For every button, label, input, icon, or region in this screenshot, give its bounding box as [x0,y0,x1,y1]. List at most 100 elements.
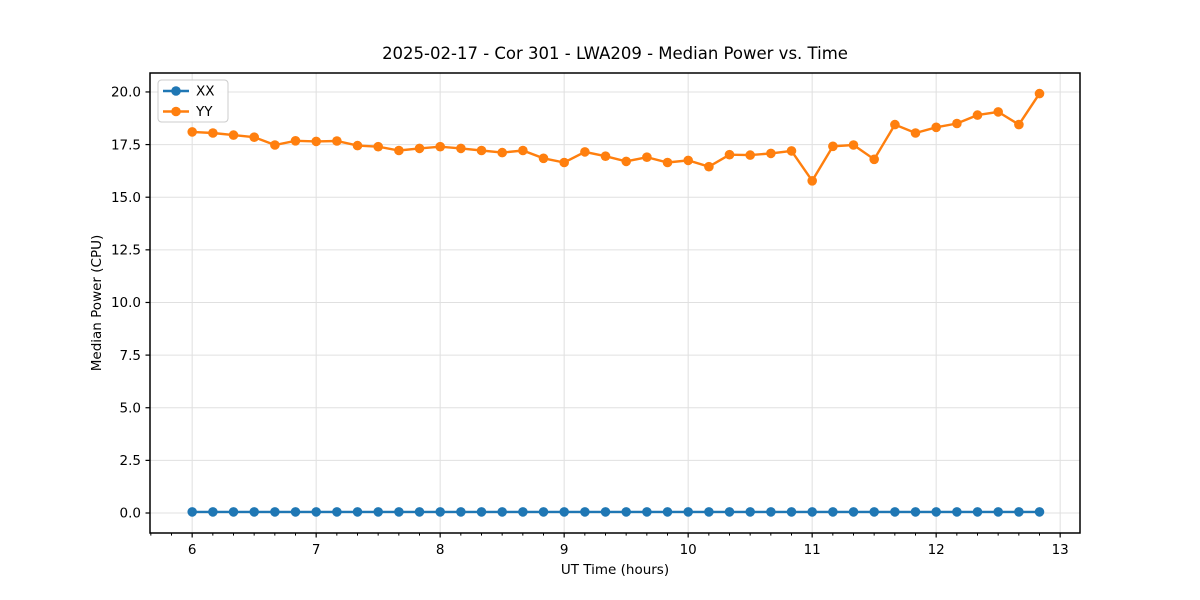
data-point-XX [208,507,218,517]
axes-and-ticks [145,72,1081,538]
y-tick-label: 2.5 [120,453,141,469]
data-point-XX [352,507,363,517]
data-point-XX [187,507,197,517]
data-point-YY [662,157,673,168]
data-point-YY [435,141,446,152]
data-point-YY [580,147,590,157]
y-tick-label: 12.5 [111,243,141,259]
data-point-XX [270,507,280,517]
data-point-XX [724,507,735,517]
data-point-XX [621,507,631,517]
x-tick-label: 12 [928,542,945,558]
data-point-XX [972,507,983,517]
data-point-YY [187,127,197,137]
legend-label-XX: XX [196,84,215,100]
data-point-XX [745,507,755,517]
y-tick-label: 5.0 [120,400,141,416]
data-point-YY [910,128,921,138]
data-point-YY [683,155,693,166]
data-point-YY [952,118,962,129]
x-tick-label: 13 [1052,542,1069,558]
data-point-XX [1034,507,1045,517]
data-point-YY [311,136,322,147]
data-point-XX [993,507,1003,517]
data-point-XX [497,507,508,517]
data-point-YY [621,156,631,167]
data-point-XX [435,507,446,517]
data-point-YY [414,143,425,154]
data-point-YY [972,110,983,120]
data-point-YY [208,128,218,138]
data-point-XX [414,507,425,517]
data-point-YY [724,149,735,160]
data-point-XX [476,507,487,517]
x-tick-label: 9 [560,542,569,558]
data-point-YY [497,147,508,158]
data-point-YY [766,148,776,159]
series-markers-YY [187,88,1045,186]
data-point-YY [848,140,859,150]
series-line-YY [192,92,1041,184]
y-tick-label: 7.5 [120,348,141,364]
series-markers-XX [187,507,1045,517]
data-point-YY [786,146,797,156]
data-point-XX [662,507,673,517]
data-point-XX [890,507,900,517]
data-point-XX [931,507,941,517]
data-point-XX [559,507,569,517]
data-point-XX [290,507,301,517]
data-point-XX [952,507,962,517]
x-tick-label: 7 [312,542,321,558]
data-point-XX [311,507,322,517]
data-point-YY [394,145,404,156]
data-point-YY [704,161,714,172]
chart-title: 2025-02-17 - Cor 301 - LWA209 - Median P… [382,44,848,63]
data-point-YY [993,107,1003,117]
data-point-YY [476,145,487,156]
data-point-YY [745,150,755,160]
data-point-YY [1034,88,1045,99]
data-point-YY [600,151,611,161]
data-point-YY [373,141,384,152]
data-point-YY [290,136,301,146]
y-tick-label: 0.0 [120,506,141,522]
data-point-XX [807,507,817,517]
y-tick-label: 10.0 [111,295,141,311]
legend-frame [157,79,229,123]
x-tick-label: 11 [804,542,821,558]
x-tick-label: 8 [436,542,445,558]
data-point-XX [642,507,652,517]
data-point-XX [456,507,466,517]
tick-labels: 6 7 8 9 10 11 12 13 0.0 2.5 5.0 7.5 10.0 12.5 15.0 17.5… [111,85,1069,558]
y-tick-label: 15.0 [111,190,141,206]
data-point-YY [249,132,259,142]
data-point-YY [270,140,280,150]
data-point-YY [869,154,879,165]
data-point-XX [766,507,776,517]
x-tick-label: 10 [680,542,697,558]
y-axis-label: Median Power (CPU) [89,234,105,372]
data-point-XX [869,507,879,517]
data-point-YY [352,140,363,151]
data-point-YY [890,119,900,130]
data-point-YY [228,130,239,140]
y-tick-label: 17.5 [111,137,141,153]
data-point-XX [394,507,404,517]
data-point-YY [807,176,817,186]
data-point-XX [786,507,797,517]
data-point-XX [249,507,259,517]
legend-marker-XX [171,86,181,96]
data-point-YY [828,141,838,152]
data-point-XX [600,507,611,517]
data-point-XX [1014,507,1024,517]
x-tick-label: 6 [188,542,197,558]
data-point-XX [518,507,528,517]
data-point-YY [1014,119,1024,130]
grid-lines [150,73,1080,533]
data-point-XX [910,507,921,517]
data-point-XX [373,507,384,517]
data-point-YY [931,122,941,133]
y-tick-label: 20.0 [111,85,141,101]
